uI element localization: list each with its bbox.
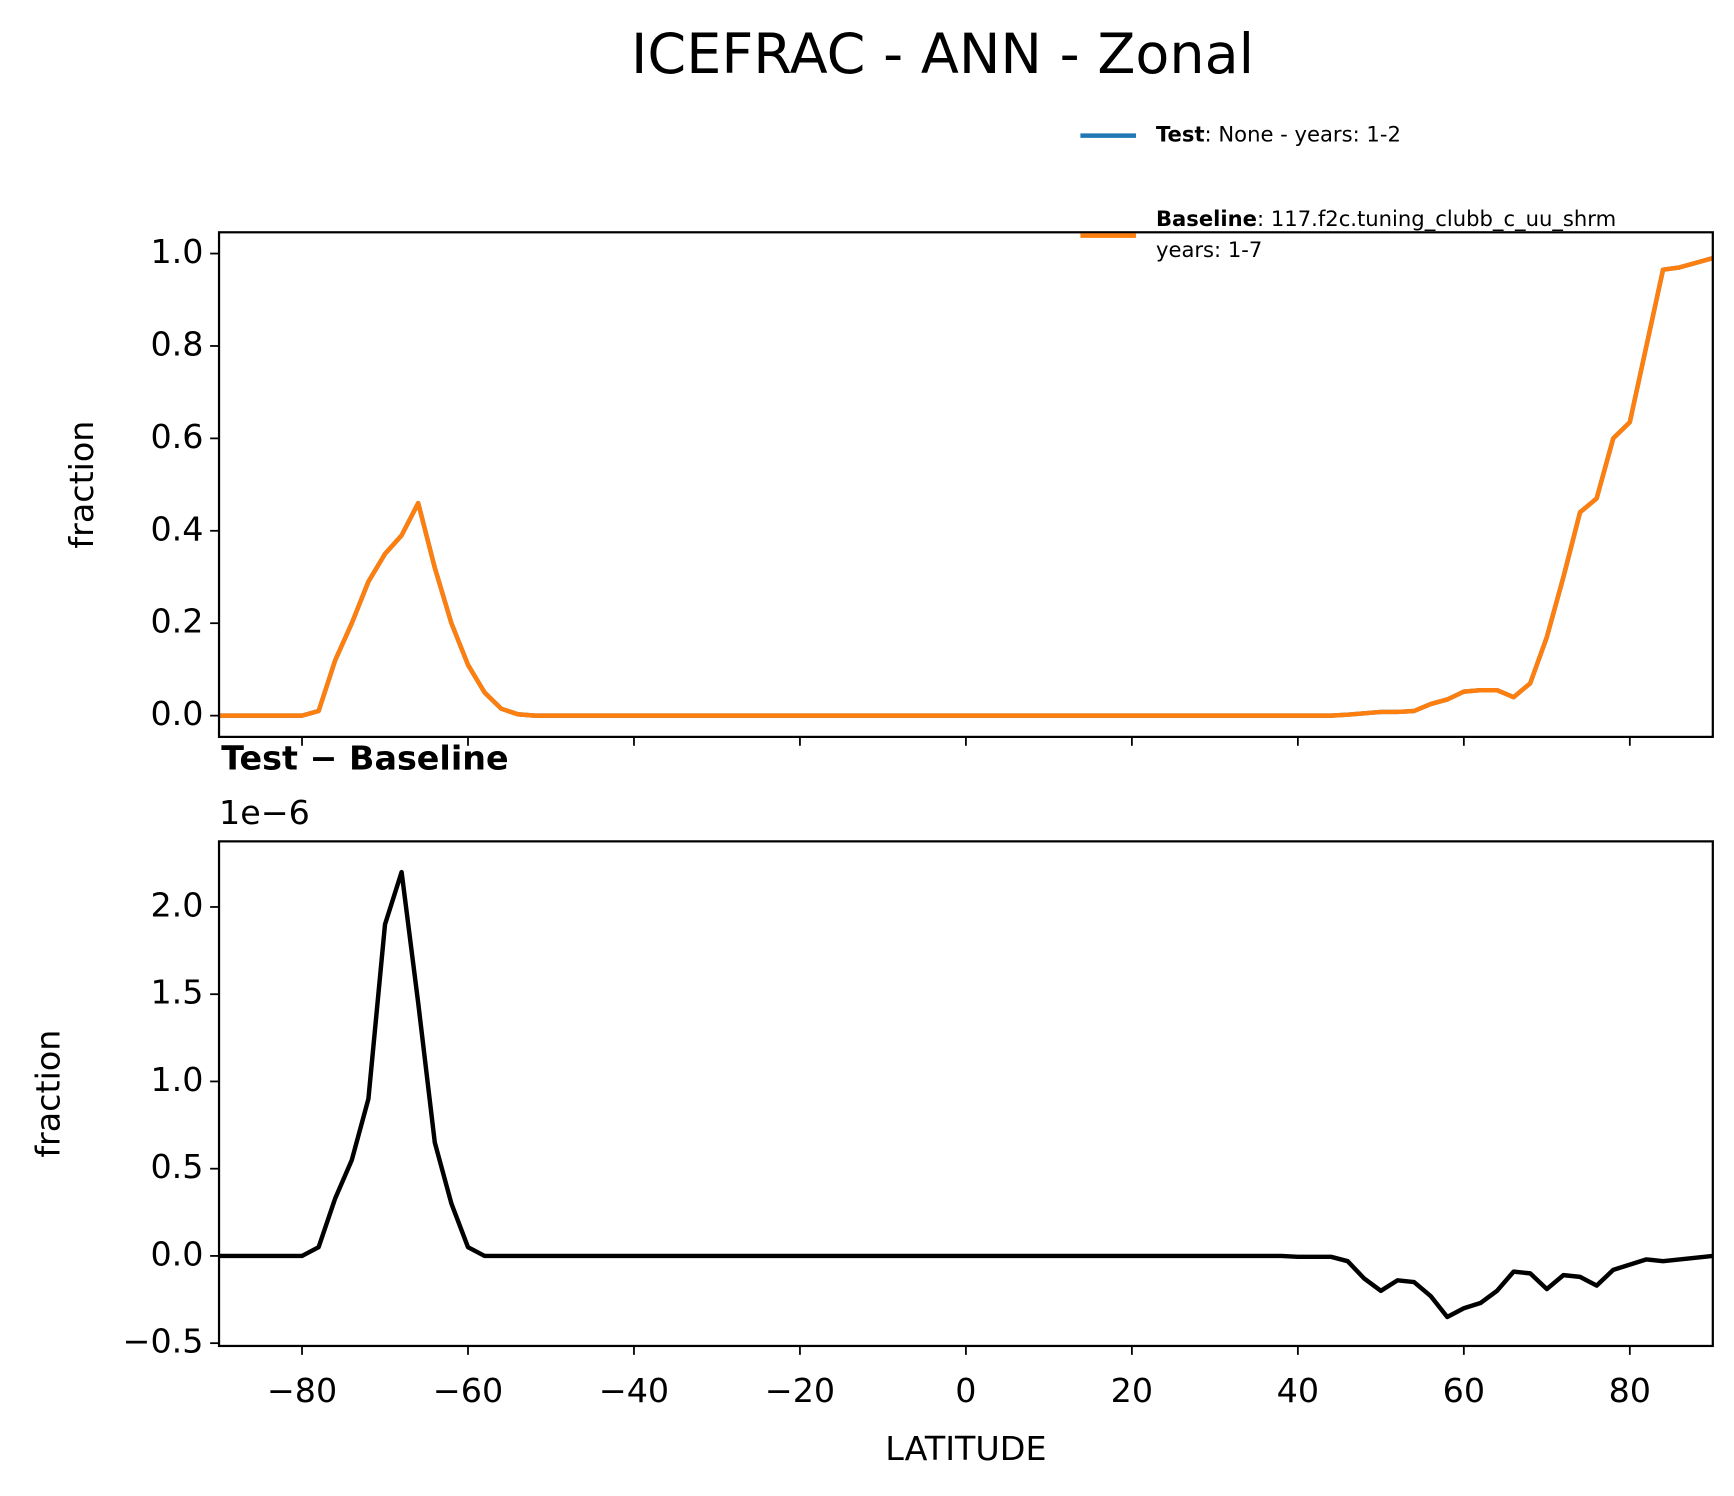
- y-tick-label: −0.5: [123, 1322, 204, 1361]
- y-tick-label: 0.0: [150, 1234, 203, 1273]
- legend-name: Baseline: [1156, 206, 1257, 231]
- legend-description: : None - years: 1-2: [1205, 122, 1401, 147]
- y-tick-label: 2.0: [150, 885, 203, 924]
- axes-title: Test − Baseline: [221, 739, 508, 778]
- x-tick-label: −80: [267, 1371, 337, 1410]
- x-tick-label: 80: [1609, 1371, 1651, 1410]
- x-tick-label: 0: [955, 1371, 976, 1410]
- legend-description: : 117.f2c.tuning_clubb_c_uu_shrm: [1257, 206, 1616, 232]
- x-tick-label: 40: [1277, 1371, 1319, 1410]
- data-line: [219, 869, 1713, 1320]
- x-tick-label: 20: [1111, 1371, 1153, 1410]
- legend-description: years: 1-7: [1156, 237, 1262, 262]
- axes-frame: [217, 840, 1714, 1348]
- y-tick-label: 1.5: [150, 973, 203, 1012]
- x-tick-label: −20: [765, 1371, 835, 1410]
- data-line: [219, 256, 1713, 718]
- axes-frame: [217, 231, 1714, 738]
- x-tick-label: −40: [599, 1371, 669, 1410]
- y-axis-label: fraction: [29, 1030, 68, 1158]
- y-tick-label: 0.5: [150, 1147, 203, 1186]
- y-tick-label: 0.2: [150, 602, 203, 641]
- offset-label: 1e−6: [219, 793, 310, 832]
- y-tick-label: 0.0: [150, 694, 203, 733]
- x-tick-label: −60: [433, 1371, 503, 1410]
- legend-label: Test: None - years: 1-2: [1156, 122, 1401, 147]
- y-tick-label: 0.6: [150, 417, 203, 456]
- y-tick-label: 1.0: [150, 1060, 203, 1099]
- x-axis-label: LATITUDE: [885, 1429, 1046, 1468]
- y-tick-label: 0.8: [150, 324, 203, 363]
- legend-label: Baseline: 117.f2c.tuning_clubb_c_uu_shrm: [1156, 206, 1616, 232]
- y-tick-label: 1.0: [150, 232, 203, 271]
- figure-title: ICEFRAC - ANN - Zonal: [631, 22, 1254, 87]
- y-tick-label: 0.4: [150, 509, 203, 548]
- legend-name: Test: [1156, 122, 1205, 147]
- x-tick-label: 60: [1443, 1371, 1485, 1410]
- y-axis-label: fraction: [62, 421, 101, 549]
